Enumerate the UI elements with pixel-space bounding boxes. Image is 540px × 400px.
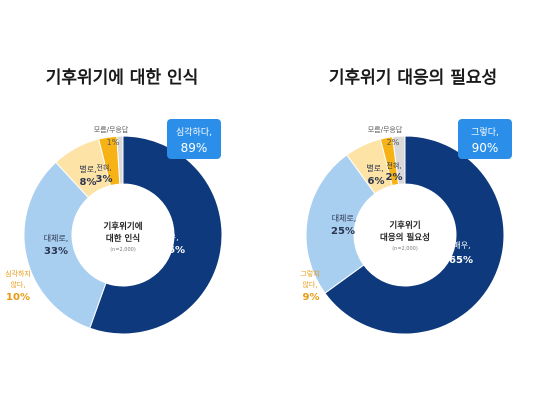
chart-left: 기후위기에 대한 인식 기후위기에 대한 인식 (n=2,000) 매우, 56… [5,67,223,335]
segment-value-전혀: 3% [96,174,113,185]
center-title-line-2: 대한 인식 [106,233,140,244]
center-title-line-1: 기후위기 [389,220,420,231]
segment-value-모름: 1% [107,138,120,147]
segment-name-매우: 매우, [453,241,470,250]
segment-name-매우: 매우, [161,233,178,242]
summary-badge [458,119,512,159]
donut-hole [72,184,174,286]
segment-name-대체로: 대체로, [44,233,69,243]
center-note: (n=2,000) [110,247,136,253]
chart-right: 기후위기 대응의 필요성 기후위기 대응의 필요성 (n=2,000) 매우, … [300,67,512,335]
donut-ring [305,135,505,335]
segment-name-모름: 모름/무응답 [94,125,129,134]
segment-name-별로: 별로, [79,164,96,174]
center-note: (n=2,000) [392,246,418,252]
segment-name-대체로: 대체로, [332,213,357,223]
donut-hole [354,184,456,286]
chart-title: 기후위기 대응의 필요성 [329,67,497,88]
side-note-value: 9% [303,292,320,303]
segment-value-모름: 2% [387,138,400,147]
side-note-line-1: 그렇지 [300,269,319,278]
side-note-line-1: 심각하지 [5,269,31,278]
side-note-line-2: 않다, [302,280,317,289]
side-note-value: 10% [6,292,30,303]
segment-value-대체로: 25% [331,226,355,237]
segment-value-별로: 8% [80,177,97,188]
segment-name-전혀: 전혀, [386,161,401,170]
segment-value-전혀: 2% [386,172,403,183]
donut-ring [23,135,223,335]
segment-name-모름: 모름/무응답 [368,125,403,134]
segment-value-별로: 6% [368,176,385,187]
segment-value-대체로: 33% [44,246,68,257]
badge-value: 89% [181,141,208,155]
badge-label: 그렇다, [471,127,499,138]
badge-label: 심각하다, [176,126,212,138]
side-note-line-2: 않다, [10,280,25,289]
segment-name-별로: 별로, [366,163,383,173]
chart-title: 기후위기에 대한 인식 [46,67,199,88]
center-title-line-2: 대응의 필요성 [380,232,430,243]
segment-value-매우: 56% [161,245,185,256]
badge-value: 90% [472,141,499,155]
summary-badge [167,119,221,159]
center-title-line-1: 기후위기에 [103,221,142,232]
segment-name-전혀: 전혀, [96,163,111,172]
segment-value-매우: 65% [449,255,473,266]
